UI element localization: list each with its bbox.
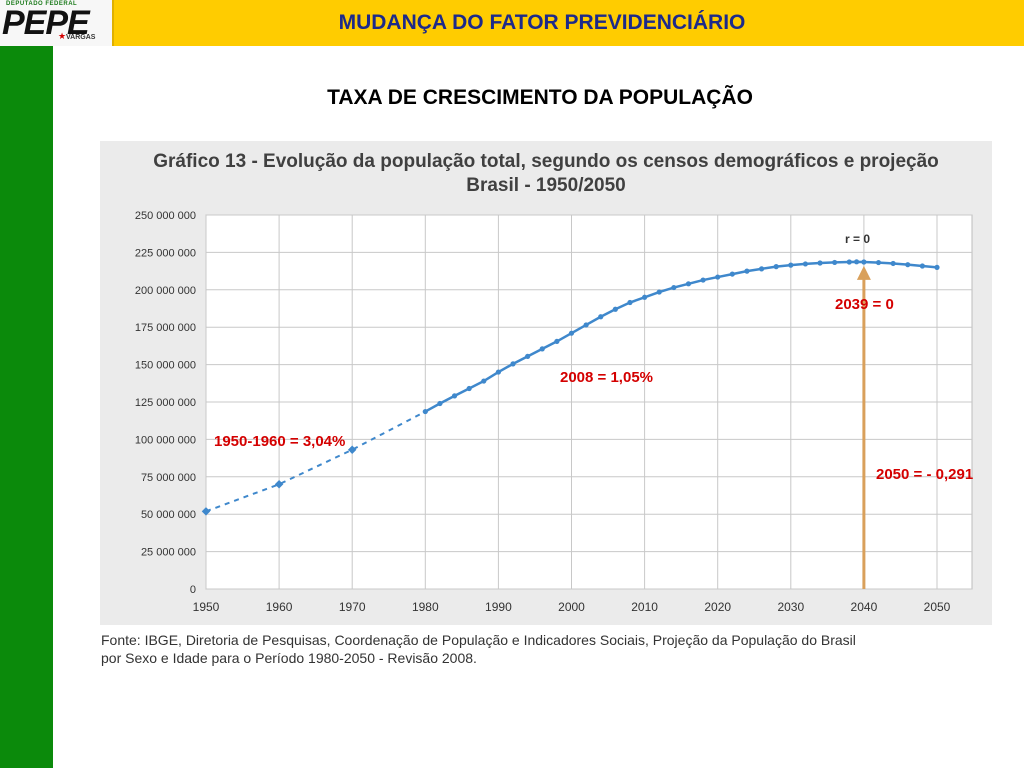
arrow-head: [856, 265, 871, 280]
projection-point: [875, 259, 882, 266]
x-tick-label: 1950: [193, 600, 220, 614]
projection-point: [744, 268, 750, 274]
sidebar-stripe: [0, 46, 53, 768]
logo-top-text: DEPUTADO FEDERAL: [6, 1, 78, 7]
projection-point: [715, 274, 721, 280]
x-tick-label: 1960: [266, 600, 293, 614]
projection-point: [525, 353, 531, 359]
chart-title-line2: Brasil - 1950/2050: [466, 175, 626, 196]
projection-point: [583, 322, 589, 328]
slide-title: MUDANÇA DO FATOR PREVIDENCIÁRIO: [338, 11, 746, 34]
x-tick-label: 2000: [558, 600, 585, 614]
population-series: [201, 259, 940, 516]
annotation-2039: 2039 = 0: [835, 296, 894, 313]
projection-point: [729, 271, 735, 277]
projection-point: [934, 264, 940, 270]
projection-point: [788, 262, 794, 268]
chart-title-line1: Gráfico 13 - Evolução da população total…: [153, 151, 939, 172]
header-bar: DEPUTADO FEDERAL PEPE ★ VARGAS MUDANÇA D…: [0, 0, 1024, 46]
projection-point: [832, 259, 838, 266]
projection-point: [612, 306, 618, 312]
source-note: Fonte: IBGE, Diretoria de Pesquisas, Coo…: [101, 631, 1001, 667]
projection-point: [671, 284, 677, 291]
projection-point: [817, 260, 823, 266]
star-icon: ★: [58, 31, 67, 41]
projection-point: [495, 369, 501, 375]
x-tick-label: 2020: [704, 600, 731, 614]
projection-point: [846, 259, 852, 265]
projection-point: [853, 259, 860, 265]
projection-point: [758, 266, 765, 272]
projection-point: [905, 262, 911, 268]
projection-point: [773, 264, 779, 270]
logo-name: PEPE: [2, 4, 90, 42]
projection-point: [568, 330, 575, 336]
projection-point: [627, 299, 633, 306]
gridlines: [205, 214, 972, 590]
projection-point: [510, 361, 516, 367]
logo: DEPUTADO FEDERAL PEPE ★ VARGAS: [0, 0, 114, 46]
projection-point: [451, 393, 458, 399]
r-zero-arrow: [856, 265, 871, 589]
census-dashed-line: [205, 410, 426, 513]
projection-point: [642, 294, 648, 300]
projection-point: [554, 338, 560, 345]
projection-point: [700, 277, 706, 283]
projection-point: [437, 400, 443, 407]
projection-point: [598, 314, 604, 320]
projection-point: [422, 408, 428, 415]
projection-point: [861, 259, 867, 265]
projection-point: [539, 346, 545, 352]
y-tick-label: 175 000 000: [135, 322, 196, 334]
x-tick-labels: 1950 1960 1970 1980 1990 2000 2010 2020 2030 2040…: [193, 600, 951, 614]
chart-title: Gráfico 13 - Evolução da população total…: [100, 150, 992, 198]
x-tick-label: 1990: [485, 600, 512, 614]
x-tick-label: 2050: [924, 600, 951, 614]
x-tick-label: 2010: [631, 600, 658, 614]
x-tick-label: 1980: [412, 600, 439, 614]
y-tick-label: 50 000 000: [141, 509, 196, 521]
projection-point: [466, 385, 472, 392]
projection-point: [919, 263, 925, 269]
x-tick-label: 2040: [851, 600, 878, 614]
y-tick-label: 250 000 000: [135, 210, 196, 222]
x-tick-label: 2030: [777, 600, 804, 614]
y-tick-label: 75 000 000: [141, 472, 196, 484]
y-tick-label: 0: [190, 584, 196, 596]
y-tick-label: 125 000 000: [135, 397, 196, 409]
y-tick-label: 200 000 000: [135, 285, 196, 297]
annotation-2050: 2050 = - 0,291: [876, 466, 974, 483]
y-tick-label: 100 000 000: [135, 434, 196, 446]
projection-point: [890, 260, 896, 267]
projection-point: [802, 261, 809, 267]
projection-point: [685, 281, 692, 287]
annotation-2008: 2008 = 1,05%: [560, 369, 653, 386]
census-point: [274, 480, 284, 489]
y-tick-labels: 0 25 000 000 50 000 000 75 000 000 100 000 0…: [135, 210, 196, 596]
annotation-1950-1960: 1950-1960 = 3,04%: [214, 433, 346, 450]
logo-sub-text: VARGAS: [66, 34, 96, 41]
census-point: [347, 445, 357, 454]
r-zero-label: r = 0: [845, 232, 870, 246]
x-tick-label: 1970: [339, 600, 366, 614]
projection-point: [481, 378, 487, 384]
projection-point: [656, 289, 662, 295]
source-line1: Fonte: IBGE, Diretoria de Pesquisas, Coo…: [101, 632, 856, 648]
subtitle: TAXA DE CRESCIMENTO DA POPULAÇÃO: [327, 86, 753, 109]
y-tick-label: 25 000 000: [141, 547, 196, 559]
y-tick-label: 150 000 000: [135, 360, 196, 372]
y-tick-label: 225 000 000: [135, 247, 196, 259]
source-line2: por Sexo e Idade para o Período 1980-205…: [101, 650, 477, 666]
